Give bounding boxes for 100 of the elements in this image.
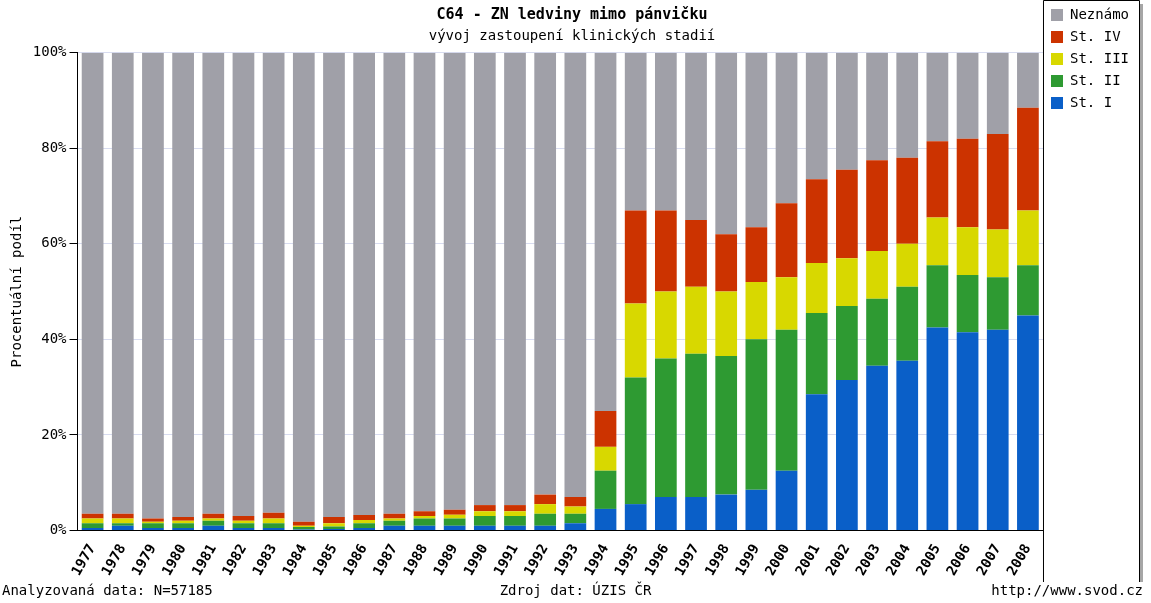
bar — [202, 525, 225, 530]
y-tick-label: 60% — [41, 234, 68, 251]
bar — [896, 286, 919, 361]
bar — [986, 133, 1009, 230]
bar — [142, 52, 164, 519]
bar — [655, 291, 677, 359]
bar — [111, 518, 134, 524]
bar — [353, 515, 376, 520]
legend-label: St. III — [1070, 49, 1130, 66]
bar — [836, 258, 858, 306]
legend-label: Neznámo — [1070, 5, 1130, 22]
bar — [504, 516, 526, 526]
bar — [926, 141, 949, 218]
bar — [111, 52, 134, 514]
bar — [866, 298, 888, 366]
bar — [443, 52, 466, 510]
y-tick-label: 0% — [49, 521, 68, 538]
bar — [413, 52, 436, 512]
bar — [534, 525, 557, 530]
bar — [956, 332, 979, 530]
bar — [202, 52, 225, 514]
bar — [624, 303, 647, 378]
bar — [172, 523, 194, 529]
y-tick-label: 20% — [41, 425, 68, 442]
bar — [413, 525, 436, 530]
bar — [655, 52, 677, 211]
bar — [534, 494, 557, 505]
bar — [594, 508, 617, 530]
bar — [473, 511, 496, 517]
bar — [896, 52, 919, 158]
bar — [986, 277, 1009, 330]
bar — [685, 496, 707, 530]
y-tick-label: 100% — [32, 43, 68, 60]
bar — [564, 496, 587, 507]
bar — [956, 138, 979, 228]
bar — [836, 379, 858, 530]
bar — [111, 523, 134, 526]
bar — [655, 358, 677, 497]
bar — [292, 52, 315, 522]
bar — [685, 286, 707, 354]
bar — [443, 518, 466, 526]
bar — [775, 470, 798, 530]
bar — [896, 157, 919, 244]
bar — [473, 525, 496, 530]
bar — [1017, 210, 1039, 266]
bar — [534, 52, 557, 495]
bar — [745, 52, 768, 228]
bar — [926, 327, 949, 530]
bar — [232, 516, 255, 521]
bar — [594, 52, 617, 411]
bar — [232, 52, 255, 517]
bar — [745, 339, 768, 490]
bar — [715, 52, 738, 235]
bar — [292, 521, 315, 526]
bar — [81, 523, 104, 529]
bar — [805, 262, 828, 314]
text: Analyzovaná data: N=57185 — [2, 582, 213, 598]
text: Zdroj dat: ÚZIS ČR — [499, 582, 652, 598]
bar — [413, 511, 436, 517]
bar — [715, 356, 738, 495]
bar — [624, 210, 647, 304]
bar — [896, 360, 919, 530]
bar — [956, 52, 979, 139]
bar — [745, 227, 768, 283]
bar — [323, 517, 345, 524]
bar — [383, 525, 406, 530]
bar — [323, 52, 345, 518]
bar — [836, 52, 858, 170]
bar — [986, 52, 1009, 134]
bar — [504, 52, 526, 506]
bar — [775, 329, 798, 471]
bar — [715, 291, 738, 357]
bar — [986, 229, 1009, 278]
bar — [473, 505, 496, 512]
bar — [775, 52, 798, 204]
bar — [745, 489, 768, 530]
bar — [655, 496, 677, 530]
bar — [564, 52, 587, 497]
chart-subtitle: vývoj zastoupení klinických stadií — [428, 27, 716, 44]
bar — [685, 219, 707, 287]
bar — [262, 518, 285, 524]
bar — [926, 265, 949, 328]
bar — [473, 516, 496, 526]
bar — [202, 518, 225, 521]
y-axis-title: Procentuální podíl — [8, 215, 25, 368]
bar — [383, 518, 406, 521]
bar — [443, 525, 466, 530]
bar — [866, 251, 888, 299]
chart-title: C64 - ZN ledviny mimo pánvičku — [436, 4, 708, 23]
bar — [594, 411, 617, 447]
bar — [383, 520, 406, 526]
bar — [564, 523, 587, 530]
bar — [353, 519, 376, 524]
bar — [715, 494, 738, 530]
bar — [232, 523, 255, 529]
bar — [504, 511, 526, 517]
bar — [926, 217, 949, 266]
bar — [383, 52, 406, 514]
bar — [866, 365, 888, 530]
bar — [836, 169, 858, 259]
